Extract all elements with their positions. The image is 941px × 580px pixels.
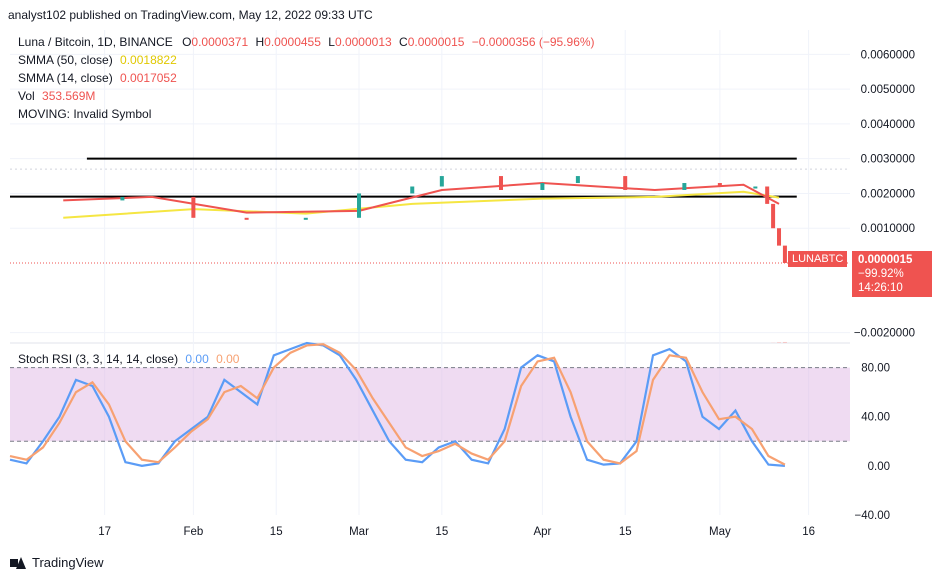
legend-change: −0.0000356 (−95.96%) — [471, 35, 595, 49]
price-badge-box: 0.0000015 −99.92% 14:26:10 — [852, 251, 932, 297]
x-tick-label: 16 — [802, 526, 815, 538]
stoch-k-line — [9, 341, 786, 467]
legend-close: 0.0000015 — [407, 35, 465, 49]
x-tick-label: Mar — [349, 526, 369, 538]
candle — [782, 245, 787, 263]
legend-vol-value: 353.569M — [42, 89, 96, 103]
smma50-line — [63, 190, 780, 219]
stoch-y-tick-label: −40.00 — [855, 510, 891, 522]
legend-smma14-label: SMMA (14, close) — [18, 71, 113, 85]
x-tick-label: 15 — [270, 526, 283, 538]
stoch-plot — [9, 341, 850, 467]
stoch-k-value: 0.00 — [185, 352, 209, 366]
legend-vol-label: Vol — [18, 89, 35, 103]
x-tick-label: 17 — [98, 526, 111, 538]
legend-smma50-label: SMMA (50, close) — [18, 53, 113, 67]
legend-smma14-value: 0.0017052 — [120, 71, 177, 85]
candle — [191, 196, 196, 218]
y-tick-label: 0.0010000 — [861, 223, 915, 235]
legend-low: 0.0000013 — [334, 35, 392, 49]
legend-open: 0.0000371 — [191, 35, 249, 49]
y-tick-label: 0.0030000 — [861, 154, 915, 166]
price-badge-price: 0.0000015 — [858, 254, 913, 266]
stoch-y-tick-label: 40.00 — [861, 412, 890, 424]
axes: 17 Feb 15 Mar 15 Apr 15 May 16 0.0060000 0.0050000… — [98, 49, 915, 538]
stoch-title: Stoch RSI (3, 3, 14, 14, close) — [18, 352, 179, 366]
price-badge-change: −99.92% — [858, 268, 904, 280]
candle — [777, 228, 782, 246]
legend-symbol-line: Luna / Bitcoin, 1D, BINANCE O0.0000371 H… — [18, 35, 595, 49]
stoch-legend: Stoch RSI (3, 3, 14, 14, close) 0.00 0.0… — [18, 352, 239, 366]
candle — [765, 186, 770, 204]
legend-smma50: SMMA (50, close) 0.0018822 — [18, 53, 177, 67]
price-badge-symbol: LUNABTC — [788, 251, 848, 267]
y-tick-label: 0.0020000 — [861, 188, 915, 200]
candle — [439, 176, 444, 187]
legend-volume: Vol 353.569M — [18, 89, 95, 103]
candle — [244, 217, 249, 220]
candle — [682, 183, 687, 190]
candle — [771, 203, 776, 229]
volume-bar — [777, 342, 782, 343]
y-tick-label: −0.0020000 — [854, 328, 915, 340]
price-badge-countdown: 14:26:10 — [858, 282, 903, 294]
stoch-d-line — [9, 343, 786, 466]
y-tick-label: 0.0050000 — [861, 84, 915, 96]
candle — [410, 186, 415, 194]
candle — [575, 176, 580, 184]
candle — [623, 176, 628, 190]
plot-background — [10, 30, 850, 515]
x-tick-label: Feb — [183, 526, 203, 538]
legend-moving: MOVING: Invalid Symbol — [18, 107, 152, 121]
x-tick-label: May — [709, 526, 731, 538]
stoch-d-value: 0.00 — [216, 352, 240, 366]
candle — [540, 183, 545, 190]
main-plot — [10, 157, 797, 343]
legend-high: 0.0000455 — [264, 35, 321, 49]
footer: TradingView — [10, 555, 104, 570]
volume-bar — [782, 341, 787, 343]
stoch-y-tick-label: 80.00 — [861, 363, 890, 375]
y-tick-label: 0.0040000 — [861, 119, 915, 131]
smma14-line — [63, 182, 780, 214]
candle — [120, 196, 125, 201]
x-tick-label: Apr — [533, 526, 551, 538]
publisher-line: analyst102 published on TradingView.com,… — [8, 8, 373, 22]
price-badge: LUNABTC 0.0000015 −99.92% 14:26:10 — [788, 251, 932, 297]
tradingview-logo-icon — [10, 556, 26, 569]
x-tick-label: 15 — [435, 526, 448, 538]
legend-smma14: SMMA (14, close) 0.0017052 — [18, 71, 177, 85]
footer-brand: TradingView — [32, 555, 104, 570]
stoch-y-tick-label: 0.00 — [868, 461, 890, 473]
legend-smma50-value: 0.0018822 — [120, 53, 177, 67]
candle — [717, 183, 722, 187]
candle — [753, 186, 758, 189]
stoch-band — [10, 367, 850, 442]
legend-symbol: Luna / Bitcoin, 1D, BINANCE — [18, 35, 173, 49]
y-tick-label: 0.0060000 — [861, 49, 915, 61]
candle — [498, 176, 503, 190]
candle — [357, 193, 362, 218]
x-tick-label: 15 — [619, 526, 632, 538]
candle — [303, 217, 308, 220]
